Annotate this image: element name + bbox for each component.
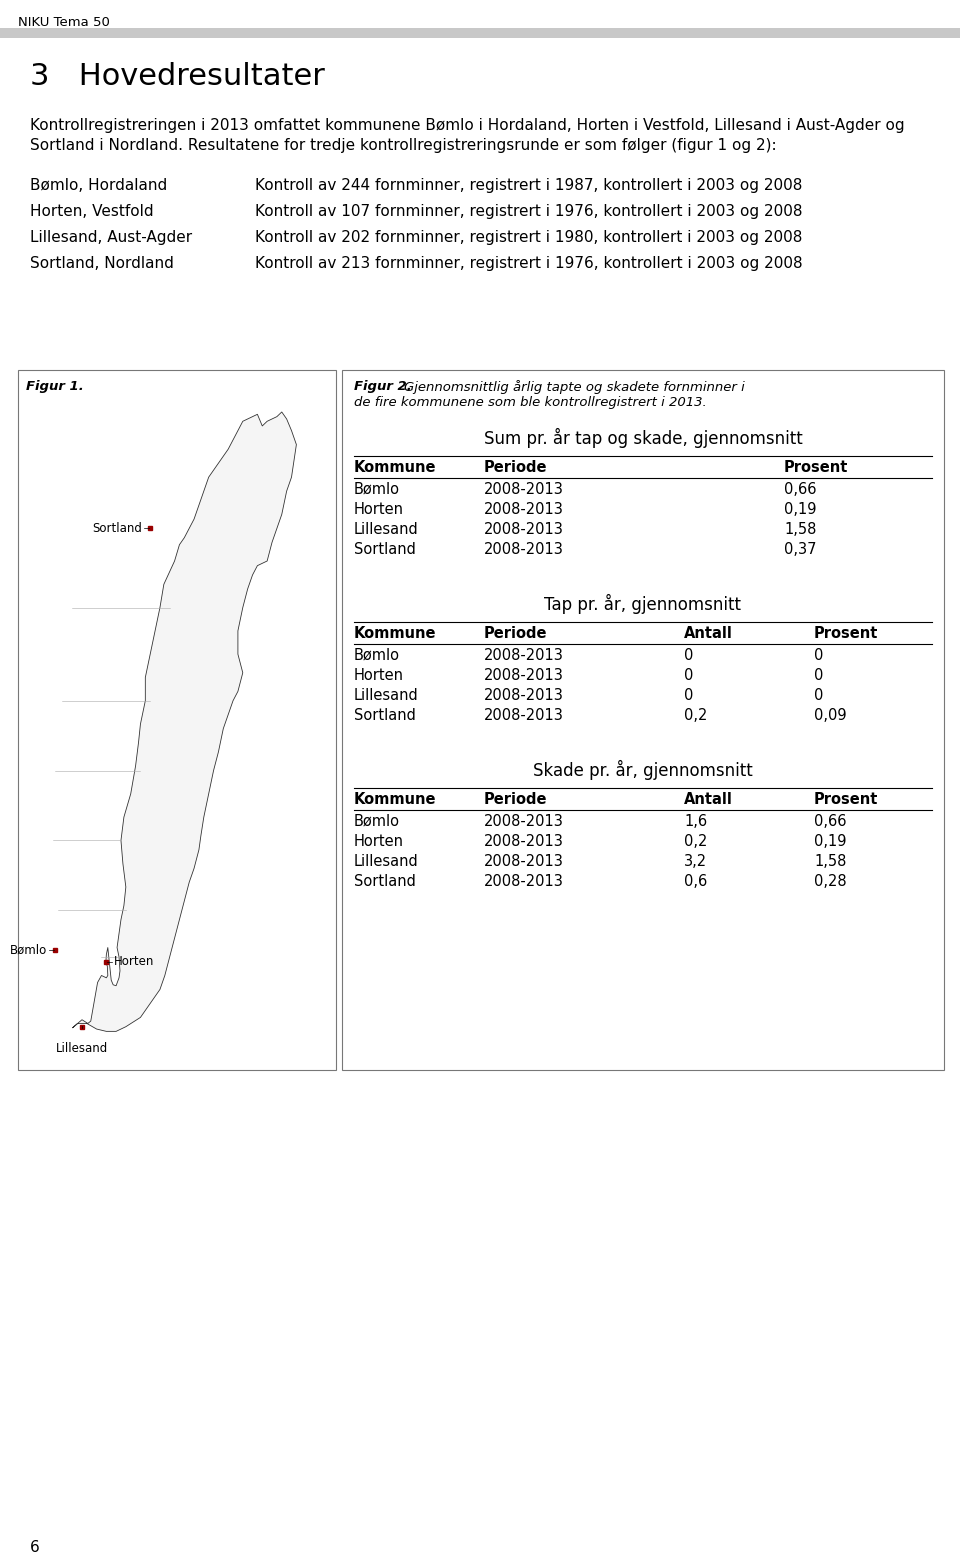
Text: 2008-2013: 2008-2013 [484, 648, 564, 662]
Text: 2008-2013: 2008-2013 [484, 874, 564, 889]
Text: Horten: Horten [354, 833, 404, 849]
Text: 0,66: 0,66 [784, 482, 817, 498]
Text: 1,6: 1,6 [684, 813, 708, 829]
Text: 0,37: 0,37 [784, 543, 817, 557]
Text: 0: 0 [814, 687, 824, 703]
Text: 0,19: 0,19 [784, 502, 817, 516]
Text: 0: 0 [814, 648, 824, 662]
Text: Bømlo, Hordaland: Bømlo, Hordaland [30, 177, 167, 193]
Text: 0,19: 0,19 [814, 833, 847, 849]
Text: Figur 1.: Figur 1. [26, 379, 84, 393]
Text: Antall: Antall [684, 627, 732, 641]
Text: 2008-2013: 2008-2013 [484, 669, 564, 683]
Text: Periode: Periode [484, 627, 547, 641]
Text: 0,6: 0,6 [684, 874, 708, 889]
Text: Periode: Periode [484, 460, 547, 474]
Text: Sortland: Sortland [354, 874, 416, 889]
Text: Sortland: Sortland [354, 708, 416, 723]
Text: 0,28: 0,28 [814, 874, 847, 889]
Text: Antall: Antall [684, 791, 732, 807]
Bar [18, 370, 336, 1070]
Text: Kontroll av 107 fornminner, registrert i 1976, kontrollert i 2003 og 2008: Kontroll av 107 fornminner, registrert i… [255, 204, 803, 219]
Text: 1,58: 1,58 [814, 854, 847, 869]
Text: Lillesand: Lillesand [56, 1042, 108, 1054]
Text: Kommune: Kommune [354, 791, 437, 807]
Text: Lillesand, Aust-Agder: Lillesand, Aust-Agder [30, 230, 192, 246]
Text: Sortland: Sortland [354, 543, 416, 557]
Text: Kommune: Kommune [354, 627, 437, 641]
Text: Kommune: Kommune [354, 460, 437, 474]
Text: Gjennomsnittlig årlig tapte og skadete fornminner i: Gjennomsnittlig årlig tapte og skadete f… [404, 379, 745, 393]
Text: 3,2: 3,2 [684, 854, 708, 869]
Text: Prosent: Prosent [814, 627, 878, 641]
Polygon shape [73, 412, 297, 1031]
Text: Lillesand: Lillesand [354, 522, 419, 536]
Text: Prosent: Prosent [814, 791, 878, 807]
Text: 2008-2013: 2008-2013 [484, 502, 564, 516]
Text: Periode: Periode [484, 791, 547, 807]
Text: 2008-2013: 2008-2013 [484, 708, 564, 723]
Text: Horten: Horten [114, 955, 155, 969]
Text: Horten: Horten [354, 502, 404, 516]
Text: 0,66: 0,66 [814, 813, 847, 829]
Text: Lillesand: Lillesand [354, 854, 419, 869]
Text: 2008-2013: 2008-2013 [484, 813, 564, 829]
Text: Kontroll av 244 fornminner, registrert i 1987, kontrollert i 2003 og 2008: Kontroll av 244 fornminner, registrert i… [255, 177, 803, 193]
Text: Tap pr. år, gjennomsnitt: Tap pr. år, gjennomsnitt [544, 594, 741, 614]
Text: Horten, Vestfold: Horten, Vestfold [30, 204, 154, 219]
Text: NIKU Tema 50: NIKU Tema 50 [18, 16, 109, 30]
Text: 0: 0 [684, 687, 693, 703]
Text: 0,2: 0,2 [684, 708, 708, 723]
Text: 2008-2013: 2008-2013 [484, 833, 564, 849]
Text: 0,09: 0,09 [814, 708, 847, 723]
Text: 0,2: 0,2 [684, 833, 708, 849]
Text: Bømlo: Bømlo [10, 944, 47, 956]
Text: Kontrollregistreringen i 2013 omfattet kommunene Bømlo i Hordaland, Horten i Ves: Kontrollregistreringen i 2013 omfattet k… [30, 118, 904, 134]
Text: 2008-2013: 2008-2013 [484, 854, 564, 869]
Text: 6: 6 [30, 1539, 39, 1555]
Text: Prosent: Prosent [784, 460, 849, 474]
Text: Sortland: Sortland [92, 522, 142, 535]
Text: Bømlo: Bømlo [354, 482, 400, 498]
Text: de fire kommunene som ble kontrollregistrert i 2013.: de fire kommunene som ble kontrollregist… [354, 397, 707, 409]
Bar [342, 370, 944, 1070]
Text: 3   Hovedresultater: 3 Hovedresultater [30, 62, 324, 92]
Text: Kontroll av 202 fornminner, registrert i 1980, kontrollert i 2003 og 2008: Kontroll av 202 fornminner, registrert i… [255, 230, 803, 246]
Text: 0: 0 [684, 669, 693, 683]
Text: Lillesand: Lillesand [354, 687, 419, 703]
Text: 0: 0 [684, 648, 693, 662]
Text: Bømlo: Bømlo [354, 648, 400, 662]
Text: Sum pr. år tap og skade, gjennomsnitt: Sum pr. år tap og skade, gjennomsnitt [484, 428, 803, 448]
Text: 2008-2013: 2008-2013 [484, 543, 564, 557]
Text: Skade pr. år, gjennomsnitt: Skade pr. år, gjennomsnitt [533, 760, 753, 781]
Text: Bømlo: Bømlo [354, 813, 400, 829]
Text: 2008-2013: 2008-2013 [484, 482, 564, 498]
Text: 2008-2013: 2008-2013 [484, 687, 564, 703]
Text: Sortland i Nordland. Resultatene for tredje kontrollregistreringsrunde er som fø: Sortland i Nordland. Resultatene for tre… [30, 138, 777, 152]
Text: Figur 2.: Figur 2. [354, 379, 417, 393]
Text: Horten: Horten [354, 669, 404, 683]
Bar [0, 28, 960, 37]
Text: Sortland, Nordland: Sortland, Nordland [30, 257, 174, 271]
Text: 0: 0 [814, 669, 824, 683]
Text: 2008-2013: 2008-2013 [484, 522, 564, 536]
Text: Kontroll av 213 fornminner, registrert i 1976, kontrollert i 2003 og 2008: Kontroll av 213 fornminner, registrert i… [255, 257, 803, 271]
Text: 1,58: 1,58 [784, 522, 816, 536]
